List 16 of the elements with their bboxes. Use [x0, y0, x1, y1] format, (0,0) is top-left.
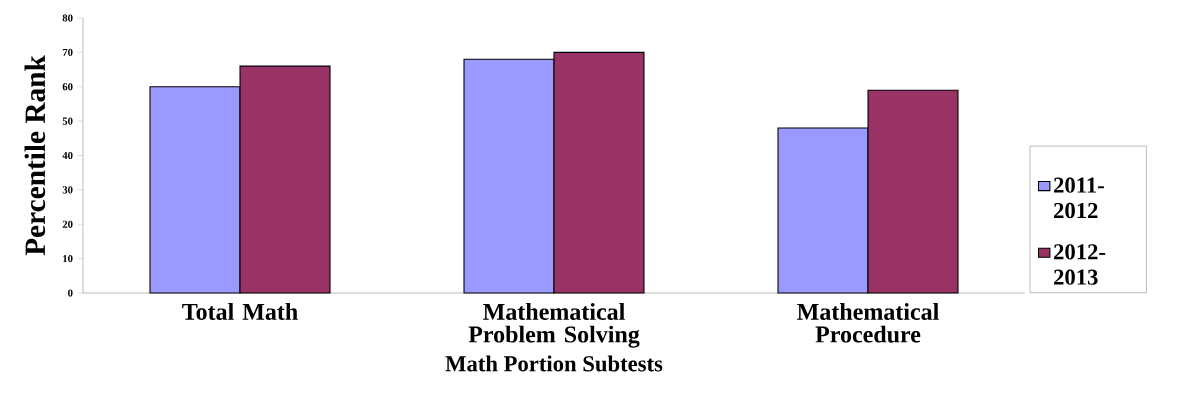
- x-axis-title: Math Portion Subtests: [445, 355, 663, 372]
- y-tick-label: 0: [68, 289, 73, 297]
- y-tick-label: 30: [62, 186, 73, 194]
- x-tick-label: Mathematical Problem Solving: [468, 303, 640, 348]
- x-tick-label: Mathematical Procedure: [797, 303, 939, 343]
- y-tick-label: 40: [62, 151, 73, 160]
- y-axis-title: Percentile Rank: [24, 55, 46, 256]
- y-tick-label: 70: [62, 48, 73, 56]
- legend-label: 2012-2013: [1054, 244, 1106, 285]
- y-tick-label: 20: [62, 220, 73, 228]
- legend-label: 2011-2012: [1054, 177, 1104, 219]
- y-tick-label: 50: [62, 117, 73, 125]
- x-tick-label: Total Math: [182, 303, 298, 320]
- y-tick-label: 80: [62, 14, 73, 22]
- y-tick-label: 10: [63, 255, 73, 263]
- y-tick-label: 60: [62, 83, 73, 91]
